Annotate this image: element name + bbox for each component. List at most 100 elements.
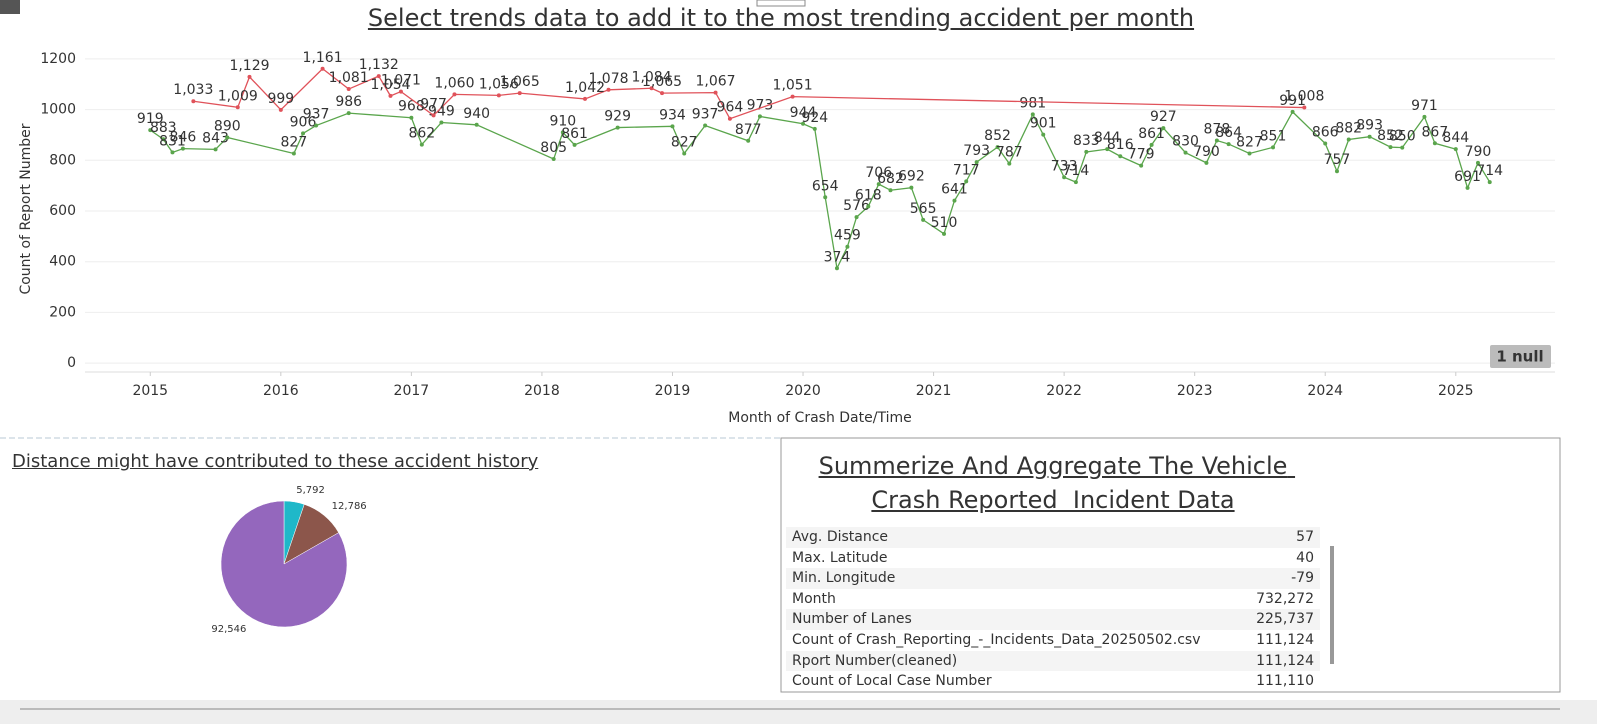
data-label: 1,132 xyxy=(359,57,399,73)
data-label: 691 xyxy=(1454,169,1481,185)
point xyxy=(452,92,457,97)
data-label: 779 xyxy=(1128,147,1155,163)
point xyxy=(746,138,751,143)
pie-label: 5,792 xyxy=(296,485,325,496)
point xyxy=(1323,141,1328,146)
point xyxy=(346,87,351,92)
point xyxy=(606,87,611,92)
data-label: 641 xyxy=(941,182,968,198)
data-label: 816 xyxy=(1107,137,1134,153)
point xyxy=(1183,150,1188,155)
point xyxy=(431,113,436,118)
table-cell: 111,110 xyxy=(1256,673,1314,690)
x-tick-label: 2023 xyxy=(1177,383,1213,399)
data-label: 714 xyxy=(1063,163,1090,179)
data-label: 1,084 xyxy=(632,69,672,85)
point xyxy=(1388,145,1393,150)
point xyxy=(1007,161,1012,166)
table-panel xyxy=(780,437,1561,693)
table-cell: Max. Latitude xyxy=(792,549,888,566)
point xyxy=(560,130,565,135)
data-label: 706 xyxy=(865,165,892,181)
table-cell: Month xyxy=(792,590,836,607)
point xyxy=(670,124,675,129)
data-label: 986 xyxy=(335,94,362,110)
data-label: 937 xyxy=(303,107,330,123)
pie-label: 92,546 xyxy=(211,624,246,635)
data-label: 866 xyxy=(1312,125,1339,141)
x-tick-label: 2024 xyxy=(1307,383,1343,399)
table: Avg. Distance 57 Max. Latitude 40 Min. Longi… xyxy=(786,527,1320,692)
data-label: 654 xyxy=(812,178,839,194)
data-label: 805 xyxy=(540,140,567,156)
data-label: 618 xyxy=(855,187,882,203)
point xyxy=(1030,112,1035,117)
point xyxy=(161,137,166,142)
table-row: Min. Longitude -79 xyxy=(786,568,1320,589)
point xyxy=(291,151,296,156)
data-label: 1,060 xyxy=(434,75,474,91)
point xyxy=(1475,160,1480,165)
point xyxy=(1271,145,1276,150)
point xyxy=(757,114,762,119)
point xyxy=(703,123,708,128)
data-label: 878 xyxy=(1204,122,1231,138)
point xyxy=(909,185,914,190)
data-label: 1,065 xyxy=(642,74,682,90)
y-tick-label: 1000 xyxy=(40,102,76,118)
table-row: Number of Lanes 225,737 xyxy=(786,609,1320,630)
scrollbar[interactable] xyxy=(1330,546,1334,664)
data-label: 576 xyxy=(843,198,870,214)
table-cell: Number of Lanes xyxy=(792,611,912,628)
data-label: 459 xyxy=(834,228,861,244)
data-label: 981 xyxy=(1019,95,1046,111)
y-tick-label: 800 xyxy=(49,152,76,168)
table-row: Avg. Distance 57 xyxy=(786,527,1320,548)
data-label: 844 xyxy=(1094,130,1121,146)
point xyxy=(1400,145,1405,150)
x-tick-label: 2025 xyxy=(1438,383,1474,399)
footer-bar xyxy=(0,700,1597,724)
point xyxy=(314,123,319,128)
point xyxy=(1302,105,1307,110)
point xyxy=(1139,163,1144,168)
data-label: 919 xyxy=(137,111,164,127)
handle xyxy=(756,0,806,7)
data-label: 973 xyxy=(747,97,774,113)
point xyxy=(682,151,687,156)
point xyxy=(727,116,732,121)
x-tick-label: 2020 xyxy=(785,383,821,399)
data-label: 843 xyxy=(202,130,229,146)
point xyxy=(854,215,859,220)
point xyxy=(409,115,414,120)
data-label: 1,042 xyxy=(565,80,605,96)
data-label: 927 xyxy=(1150,109,1177,125)
data-label: 787 xyxy=(996,145,1023,161)
data-label: 1,065 xyxy=(500,74,540,90)
data-label: 940 xyxy=(463,106,490,122)
point xyxy=(148,128,153,133)
point xyxy=(1422,114,1427,119)
table-cell: 225,737 xyxy=(1256,611,1314,628)
table-cell: 111,124 xyxy=(1256,631,1314,648)
data-label: 861 xyxy=(561,126,588,142)
y-axis-title: Count of Report Number xyxy=(18,123,34,294)
point xyxy=(834,266,839,271)
data-label: 890 xyxy=(214,118,241,134)
data-label: 717 xyxy=(953,162,980,178)
point xyxy=(1214,138,1219,143)
table-row: Count of Crash_Reporting_-_Incidents_Dat… xyxy=(786,630,1320,651)
data-label: 991 xyxy=(1279,93,1306,109)
data-label: 510 xyxy=(931,215,958,231)
table-cell: -79 xyxy=(1291,570,1314,587)
point xyxy=(1367,134,1372,139)
table-cell: Min. Longitude xyxy=(792,570,896,587)
table-cell: Rport Number(cleaned) xyxy=(792,652,958,669)
menu-button[interactable] xyxy=(0,0,20,14)
point xyxy=(942,231,947,236)
point xyxy=(866,204,871,209)
y-tick-label: 200 xyxy=(49,304,76,320)
point xyxy=(1346,137,1351,142)
data-label: 968 xyxy=(398,99,425,115)
data-label: 964 xyxy=(717,100,744,116)
